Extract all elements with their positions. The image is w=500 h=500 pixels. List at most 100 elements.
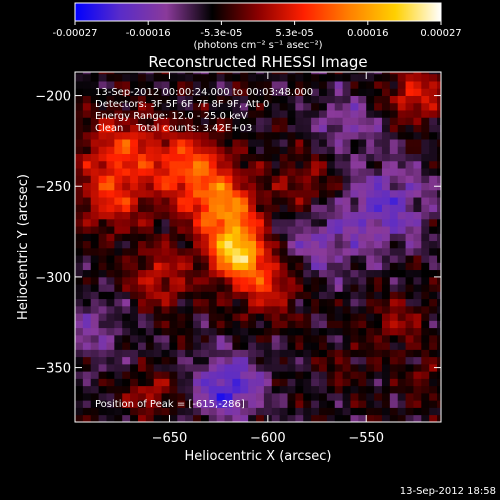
heatmap-cell <box>248 313 257 321</box>
heatmap-cell <box>161 327 170 336</box>
heatmap-cell <box>232 356 241 365</box>
heatmap-cell <box>271 262 281 271</box>
heatmap-cell <box>122 320 131 329</box>
heatmap-cell <box>429 189 438 198</box>
heatmap-cell <box>413 197 422 205</box>
heatmap-cell <box>177 276 186 285</box>
heatmap-cell <box>185 240 194 249</box>
heatmap-cell <box>263 247 273 256</box>
heatmap-cell <box>240 240 249 249</box>
heatmap-cell <box>342 124 351 133</box>
heatmap-cell <box>374 73 383 82</box>
heatmap-cell <box>413 204 422 213</box>
heatmap-cell <box>232 168 241 176</box>
heatmap-cell <box>145 276 155 285</box>
heatmap-cell <box>295 124 304 133</box>
heatmap-cell <box>145 371 155 379</box>
heatmap-cell <box>319 371 328 379</box>
heatmap-cell <box>405 182 414 191</box>
heatmap-cell <box>389 255 399 263</box>
heatmap-cell <box>193 305 202 314</box>
heatmap-cell <box>193 131 202 140</box>
heatmap-cell <box>130 110 139 118</box>
heatmap-cell <box>248 356 257 365</box>
heatmap-cell <box>169 313 178 321</box>
heatmap-cell <box>263 276 273 285</box>
heatmap-cell <box>90 110 100 118</box>
heatmap-cell <box>193 226 202 234</box>
heatmap-cell <box>405 327 414 336</box>
heatmap-cell <box>90 291 100 300</box>
heatmap-cell <box>161 407 170 416</box>
heatmap-cell <box>75 262 84 271</box>
heatmap-cell <box>358 117 367 125</box>
heatmap-cell <box>295 371 304 379</box>
heatmap-cell <box>169 182 178 191</box>
heatmap-cell <box>161 284 170 292</box>
heatmap-cell <box>161 356 170 365</box>
heatmap-cell <box>240 414 249 422</box>
heatmap-cell <box>208 88 218 96</box>
heatmap-cell <box>397 392 406 401</box>
heatmap-cell <box>185 189 194 198</box>
heatmap-cell <box>437 334 441 343</box>
heatmap-cell <box>137 255 147 263</box>
heatmap-cell <box>122 204 131 213</box>
heatmap-cell <box>405 110 414 118</box>
heatmap-cell <box>75 284 84 292</box>
heatmap-cell <box>350 226 359 234</box>
heatmap-cell <box>98 313 107 321</box>
heatmap-cell <box>106 284 115 292</box>
heatmap-cell <box>114 327 123 336</box>
heatmap-cell <box>295 385 304 394</box>
heatmap-cell <box>232 211 241 220</box>
heatmap-cell <box>193 313 202 321</box>
heatmap-cell <box>366 72 375 75</box>
heatmap-cell <box>381 334 391 343</box>
heatmap-cell <box>161 276 170 285</box>
heatmap-cell <box>397 226 406 234</box>
heatmap-cell <box>90 400 100 408</box>
heatmap-cell <box>82 276 92 285</box>
heatmap-cell <box>334 385 344 394</box>
heatmap-cell <box>311 139 320 147</box>
heatmap-cell <box>413 247 422 256</box>
heatmap-cell <box>271 240 281 249</box>
heatmap-cell <box>98 284 107 292</box>
heatmap-cell <box>208 110 218 118</box>
heatmap-cell <box>437 168 441 176</box>
heatmap-cell <box>114 276 123 285</box>
heatmap-cell <box>295 110 304 118</box>
heatmap-cell <box>311 407 320 416</box>
heatmap-cell <box>326 414 336 422</box>
heatmap-cell <box>374 95 383 104</box>
heatmap-cell <box>374 160 383 169</box>
heatmap-cell <box>240 81 249 89</box>
heatmap-cell <box>122 117 131 125</box>
heatmap-cell <box>397 146 406 154</box>
heatmap-cell <box>303 240 312 249</box>
heatmap-cell <box>271 298 281 307</box>
heatmap-cell <box>287 298 296 307</box>
heatmap-cell <box>82 240 92 249</box>
heatmap-cell <box>248 211 257 220</box>
heatmap-cell <box>263 385 273 394</box>
heatmap-cell <box>130 363 139 372</box>
heatmap-cell <box>248 378 257 387</box>
heatmap-cell <box>311 88 320 96</box>
heatmap-cell <box>106 131 115 140</box>
heatmap-cell <box>256 407 265 416</box>
heatmap-cell <box>334 400 344 408</box>
heatmap-cell <box>413 269 422 278</box>
heatmap-cell <box>366 139 375 147</box>
heatmap-cell <box>311 102 320 111</box>
heatmap-cell <box>177 226 186 234</box>
heatmap-cell <box>75 276 84 285</box>
heatmap-cell <box>122 400 131 408</box>
heatmap-cell <box>90 305 100 314</box>
heatmap-cell <box>413 81 422 89</box>
heatmap-cell <box>334 160 344 169</box>
heatmap-cell <box>271 313 281 321</box>
heatmap-cell <box>216 276 225 285</box>
x-tick-label: −550 <box>348 431 384 446</box>
